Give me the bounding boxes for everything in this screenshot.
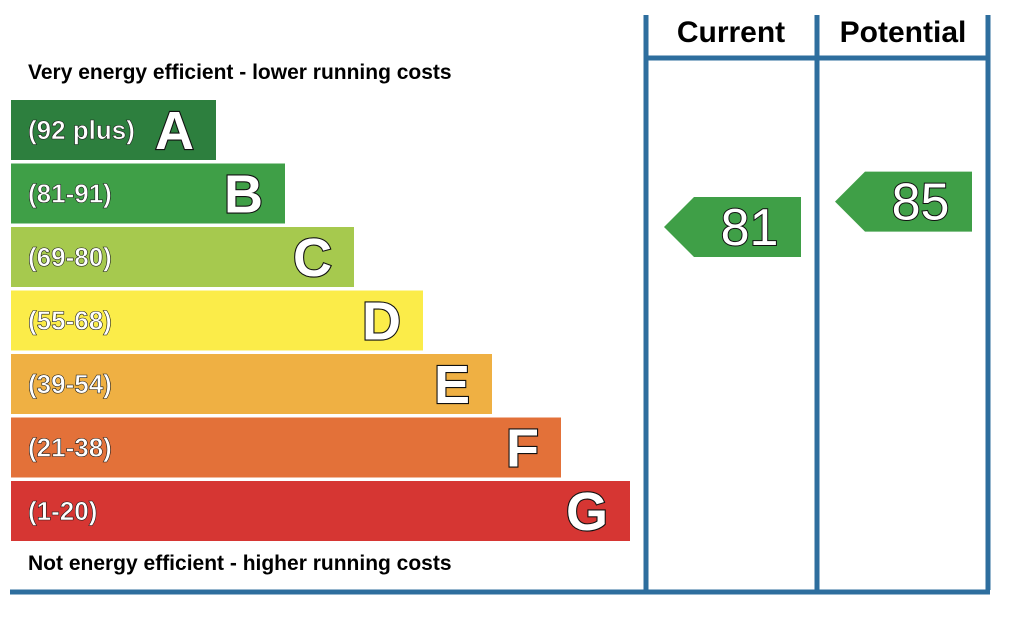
bottom-caption: Not energy efficient - higher running co…: [28, 552, 452, 575]
band-bar-b: [11, 163, 285, 224]
band-bar-d: [11, 290, 423, 351]
rating-bands: (92 plus) A (81-91) B (69-80) C (55-68) D (39-54…: [11, 100, 630, 543]
band-letter-d: D: [362, 292, 401, 352]
potential-rating-value: 85: [892, 174, 950, 232]
potential-rating-arrow: [835, 171, 972, 232]
band-letter-g: G: [566, 482, 608, 542]
band-range-c: (69-80): [28, 242, 112, 272]
chart-frame: [10, 15, 991, 595]
band-bar-g: [11, 481, 630, 541]
band-bar-f: [11, 417, 561, 478]
band-range-e: (39-54): [28, 369, 112, 399]
band-letter-c: C: [293, 228, 332, 288]
current-column-header: Current: [677, 16, 785, 49]
potential-column-header: Potential: [840, 16, 967, 49]
top-caption: Very energy efficient - lower running co…: [28, 61, 452, 84]
band-range-b: (81-91): [28, 179, 112, 209]
band-range-a: (92 plus): [28, 115, 135, 145]
band-letter-b: B: [224, 165, 263, 225]
band-bar-e: [11, 354, 492, 414]
band-bar-a: [11, 100, 216, 160]
band-letter-e: E: [434, 355, 470, 415]
band-bar-c: [11, 227, 354, 287]
band-range-d: (55-68): [28, 306, 112, 336]
rating-markers: 81 85: [664, 171, 972, 258]
current-rating-value: 81: [721, 199, 779, 257]
band-letter-f: F: [506, 419, 539, 479]
band-letter-a: A: [155, 101, 194, 161]
band-range-f: (21-38): [28, 433, 112, 463]
current-rating-arrow: [664, 197, 801, 257]
band-range-g: (1-20): [28, 496, 97, 526]
